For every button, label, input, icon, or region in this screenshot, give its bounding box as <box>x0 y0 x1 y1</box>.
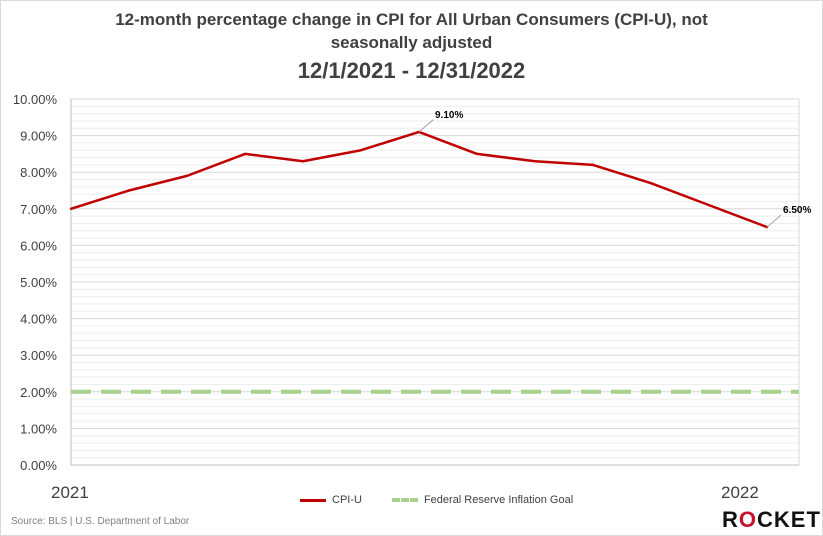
logo-part-2: CKET <box>757 507 821 532</box>
y-tick-label: 10.00% <box>13 92 58 107</box>
source-note: Source: BLS | U.S. Department of Labor <box>11 516 190 527</box>
y-tick-label: 1.00% <box>20 421 57 436</box>
data-label: 9.10% <box>435 110 463 121</box>
y-tick-label: 5.00% <box>20 275 57 290</box>
cpi-point <box>649 181 653 185</box>
chart-title: 12-month percentage change in CPI for Al… <box>0 8 823 54</box>
y-tick-label: 8.00% <box>20 165 57 180</box>
y-tick-label: 4.00% <box>20 312 57 327</box>
y-tick-label: 9.00% <box>20 129 57 144</box>
cpi-point <box>533 160 537 163</box>
data-label: 6.50% <box>783 205 811 216</box>
cpi-point <box>475 152 479 156</box>
legend-label-cpi: CPI-U <box>332 494 362 506</box>
cpi-point <box>301 160 305 163</box>
y-tick-label: 7.00% <box>20 202 57 217</box>
y-tick-label: 3.00% <box>20 348 57 363</box>
legend-item-cpi: CPI-U <box>300 494 362 506</box>
legend-swatch-cpi <box>300 498 326 502</box>
cpi-point <box>707 203 711 207</box>
cpi-point <box>243 152 247 156</box>
x-tick-label: 2022 <box>721 483 759 502</box>
logo-part-accent: O <box>738 507 758 532</box>
x-tick-label: 2021 <box>51 483 89 502</box>
y-tick-label: 0.00% <box>20 458 57 473</box>
data-label-leader <box>418 119 434 133</box>
chart-title-line2: seasonally adjusted <box>330 33 493 52</box>
cpi-point <box>359 149 363 152</box>
legend-label-goal: Federal Reserve Inflation Goal <box>423 494 574 506</box>
logo-part-1: R <box>722 507 739 532</box>
chart-title-line1: 12-month percentage change in CPI for Al… <box>115 10 708 29</box>
cpi-point <box>591 163 595 167</box>
legend-swatch-goal <box>391 498 418 502</box>
cpi-point <box>127 189 131 192</box>
data-label-leader <box>766 214 782 228</box>
cpi-point <box>185 174 189 178</box>
rocket-logo: ROCKET <box>722 507 821 533</box>
cpi-point <box>69 207 73 210</box>
y-tick-label: 6.00% <box>20 238 57 253</box>
chart-legend: CPI-U Federal Reserve Inflation Goal <box>300 492 603 508</box>
chart-subtitle: 12/1/2021 - 12/31/2022 <box>297 58 526 83</box>
legend-item-goal: Federal Reserve Inflation Goal <box>391 494 574 506</box>
y-tick-label: 2.00% <box>20 385 57 400</box>
